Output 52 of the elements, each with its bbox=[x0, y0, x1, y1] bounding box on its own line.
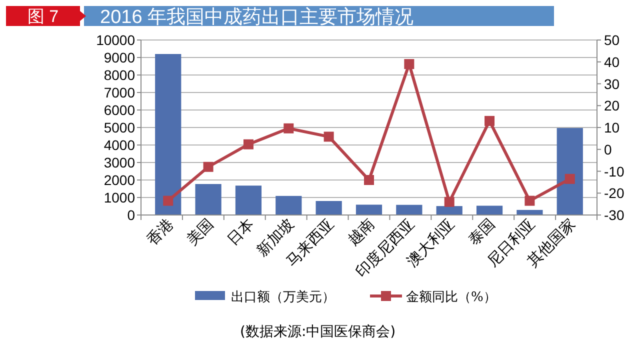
bar bbox=[356, 204, 382, 215]
bar bbox=[316, 201, 342, 215]
point bbox=[524, 196, 535, 206]
point bbox=[324, 132, 334, 142]
point bbox=[203, 162, 214, 172]
y2-tick-label: 0 bbox=[604, 141, 612, 158]
bar bbox=[195, 184, 222, 215]
x-tick-label: 泰国 bbox=[464, 215, 498, 250]
chart-title: 2016 年我国中成药出口主要市场情况 bbox=[100, 6, 414, 28]
y2-tick-label: -10 bbox=[604, 163, 624, 180]
point bbox=[364, 175, 374, 185]
y2-tick-label: 30 bbox=[604, 76, 620, 92]
point bbox=[284, 123, 294, 134]
y-tick-label: 9000 bbox=[104, 50, 136, 66]
bar bbox=[276, 196, 302, 215]
y-tick-label: 0 bbox=[127, 207, 136, 223]
y-tick-label: 2000 bbox=[104, 172, 136, 188]
bar bbox=[396, 204, 422, 215]
x-tick-label: 美国 bbox=[183, 215, 218, 250]
point bbox=[444, 196, 454, 207]
bar bbox=[155, 54, 182, 215]
point bbox=[404, 59, 414, 70]
y-tick-label: 3000 bbox=[104, 154, 136, 170]
text: (数据来源:中国医保商会) bbox=[240, 324, 396, 340]
y-tick-label: 10000 bbox=[96, 32, 136, 48]
x-tick-label: 日本 bbox=[223, 215, 258, 250]
point bbox=[163, 196, 174, 206]
bar bbox=[516, 210, 543, 215]
bar bbox=[436, 206, 462, 215]
y2-tick-label: 40 bbox=[604, 54, 620, 70]
bar bbox=[476, 206, 503, 215]
y-tick-label: 1000 bbox=[104, 190, 136, 206]
y2-tick-label: 20 bbox=[604, 98, 620, 114]
point bbox=[484, 116, 495, 126]
x-tick-label: 越南 bbox=[344, 215, 378, 250]
legend-label: 金额同比（%） bbox=[406, 290, 496, 305]
y-tick-label: 5000 bbox=[104, 120, 136, 136]
y-tick-label: 8000 bbox=[104, 67, 136, 83]
y2-tick-label: -20 bbox=[604, 185, 624, 202]
y-tick-label: 7000 bbox=[104, 84, 136, 100]
x-tick-label: 香港 bbox=[143, 215, 177, 250]
y2-tick-label: 50 bbox=[604, 32, 620, 48]
point bbox=[564, 174, 575, 184]
legend-label: 出口额（万美元） bbox=[231, 289, 335, 305]
y-tick-label: 6000 bbox=[104, 102, 136, 118]
y2-tick-label: 10 bbox=[604, 120, 620, 136]
y2-tick-label: -30 bbox=[604, 207, 624, 223]
point bbox=[243, 139, 254, 150]
bar bbox=[556, 128, 583, 215]
bar bbox=[235, 186, 262, 215]
caption: 图 7 bbox=[27, 7, 59, 26]
y-tick-label: 4000 bbox=[104, 137, 136, 153]
